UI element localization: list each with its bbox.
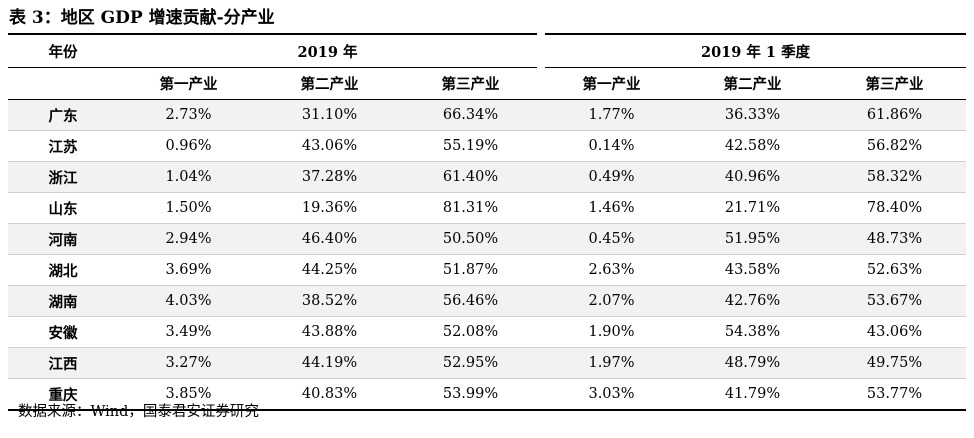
value-cell: 2.07% [541, 285, 683, 317]
header-blank-cell [8, 67, 118, 100]
value-cell: 66.34% [400, 99, 542, 131]
region-label: 重庆 [8, 378, 118, 411]
value-cell: 41.79% [682, 378, 824, 411]
value-cell: 48.73% [823, 223, 967, 255]
header-row-years: 年份 2019 年 2019 年 1 季度 [8, 33, 967, 68]
table-row: 湖南 4.03% 38.52% 56.46% 2.07% 42.76% 53.67% [8, 285, 967, 317]
table-row: 江西 3.27% 44.19% 52.95% 1.97% 48.79% 49.75% [8, 347, 967, 379]
year-header-label: 年份 [8, 33, 118, 68]
value-cell: 55.19% [400, 130, 542, 162]
value-cell: 61.86% [823, 99, 967, 131]
region-label: 湖北 [8, 254, 118, 286]
value-cell: 61.40% [400, 161, 542, 193]
table-row: 湖北 3.69% 44.25% 51.87% 2.63% 43.58% 52.63% [8, 254, 967, 286]
value-cell: 3.85% [118, 378, 259, 411]
value-cell: 52.63% [823, 254, 967, 286]
value-cell: 1.97% [541, 347, 683, 379]
value-cell: 42.58% [682, 130, 824, 162]
subcolumn-header: 第二产业 [682, 67, 824, 100]
value-cell: 78.40% [823, 192, 967, 224]
value-cell: 52.95% [400, 347, 542, 379]
value-cell: 58.32% [823, 161, 967, 193]
value-cell: 43.58% [682, 254, 824, 286]
value-cell: 1.77% [541, 99, 683, 131]
value-cell: 81.31% [400, 192, 542, 224]
table-row: 山东 1.50% 19.36% 81.31% 1.46% 21.71% 78.40% [8, 192, 967, 224]
value-cell: 56.46% [400, 285, 542, 317]
value-cell: 2.94% [118, 223, 259, 255]
value-cell: 1.90% [541, 316, 683, 348]
value-cell: 43.06% [823, 316, 967, 348]
value-cell: 40.96% [682, 161, 824, 193]
value-cell: 51.87% [400, 254, 542, 286]
value-cell: 42.76% [682, 285, 824, 317]
value-cell: 54.38% [682, 316, 824, 348]
subcolumn-header: 第三产业 [823, 67, 967, 100]
region-label: 浙江 [8, 161, 118, 193]
group-header-2019-q1: 2019 年 1 季度 [541, 33, 967, 68]
value-cell: 53.67% [823, 285, 967, 317]
table-row: 江苏 0.96% 43.06% 55.19% 0.14% 42.58% 56.82% [8, 130, 967, 162]
value-cell: 48.79% [682, 347, 824, 379]
value-cell: 56.82% [823, 130, 967, 162]
value-cell: 2.73% [118, 99, 259, 131]
value-cell: 49.75% [823, 347, 967, 379]
value-cell: 44.19% [259, 347, 400, 379]
value-cell: 3.49% [118, 316, 259, 348]
value-cell: 37.28% [259, 161, 400, 193]
table-row: 安徽 3.49% 43.88% 52.08% 1.90% 54.38% 43.06% [8, 316, 967, 348]
value-cell: 36.33% [682, 99, 824, 131]
value-cell: 31.10% [259, 99, 400, 131]
value-cell: 43.88% [259, 316, 400, 348]
value-cell: 0.96% [118, 130, 259, 162]
value-cell: 2.63% [541, 254, 683, 286]
value-cell: 0.45% [541, 223, 683, 255]
value-cell: 44.25% [259, 254, 400, 286]
region-label: 广东 [8, 99, 118, 131]
region-label: 安徽 [8, 316, 118, 348]
table-row: 重庆 3.85% 40.83% 53.99% 3.03% 41.79% 53.77% [8, 378, 967, 411]
value-cell: 38.52% [259, 285, 400, 317]
value-cell: 43.06% [259, 130, 400, 162]
group-header-2019: 2019 年 [118, 33, 546, 68]
subcolumn-header: 第三产业 [400, 67, 542, 100]
value-cell: 1.50% [118, 192, 259, 224]
value-cell: 40.83% [259, 378, 400, 411]
value-cell: 1.04% [118, 161, 259, 193]
value-cell: 3.69% [118, 254, 259, 286]
table-row: 广东 2.73% 31.10% 66.34% 1.77% 36.33% 61.86% [8, 99, 967, 131]
table-row: 河南 2.94% 46.40% 50.50% 0.45% 51.95% 48.73% [8, 223, 967, 255]
subcolumn-header: 第二产业 [259, 67, 400, 100]
region-label: 江西 [8, 347, 118, 379]
region-label: 山东 [8, 192, 118, 224]
value-cell: 51.95% [682, 223, 824, 255]
table-title: 表 3：地区 GDP 增速贡献-分产业 [9, 8, 275, 28]
region-label: 河南 [8, 223, 118, 255]
value-cell: 52.08% [400, 316, 542, 348]
subcolumn-header: 第一产业 [541, 67, 683, 100]
value-cell: 0.14% [541, 130, 683, 162]
value-cell: 3.27% [118, 347, 259, 379]
value-cell: 53.77% [823, 378, 967, 411]
region-label: 湖南 [8, 285, 118, 317]
value-cell: 1.46% [541, 192, 683, 224]
value-cell: 0.49% [541, 161, 683, 193]
region-label: 江苏 [8, 130, 118, 162]
value-cell: 4.03% [118, 285, 259, 317]
value-cell: 19.36% [259, 192, 400, 224]
value-cell: 3.03% [541, 378, 683, 411]
value-cell: 53.99% [400, 378, 542, 411]
value-cell: 50.50% [400, 223, 542, 255]
source-note: 数据来源：Wind，国泰君安证券研究 [18, 404, 259, 420]
gdp-contribution-table: 年份 2019 年 2019 年 1 季度 第一产业 第二产业 第三产业 第一产… [8, 33, 967, 411]
header-row-industries: 第一产业 第二产业 第三产业 第一产业 第二产业 第三产业 [8, 67, 967, 100]
subcolumn-header: 第一产业 [118, 67, 259, 100]
table-row: 浙江 1.04% 37.28% 61.40% 0.49% 40.96% 58.32% [8, 161, 967, 193]
value-cell: 46.40% [259, 223, 400, 255]
value-cell: 21.71% [682, 192, 824, 224]
